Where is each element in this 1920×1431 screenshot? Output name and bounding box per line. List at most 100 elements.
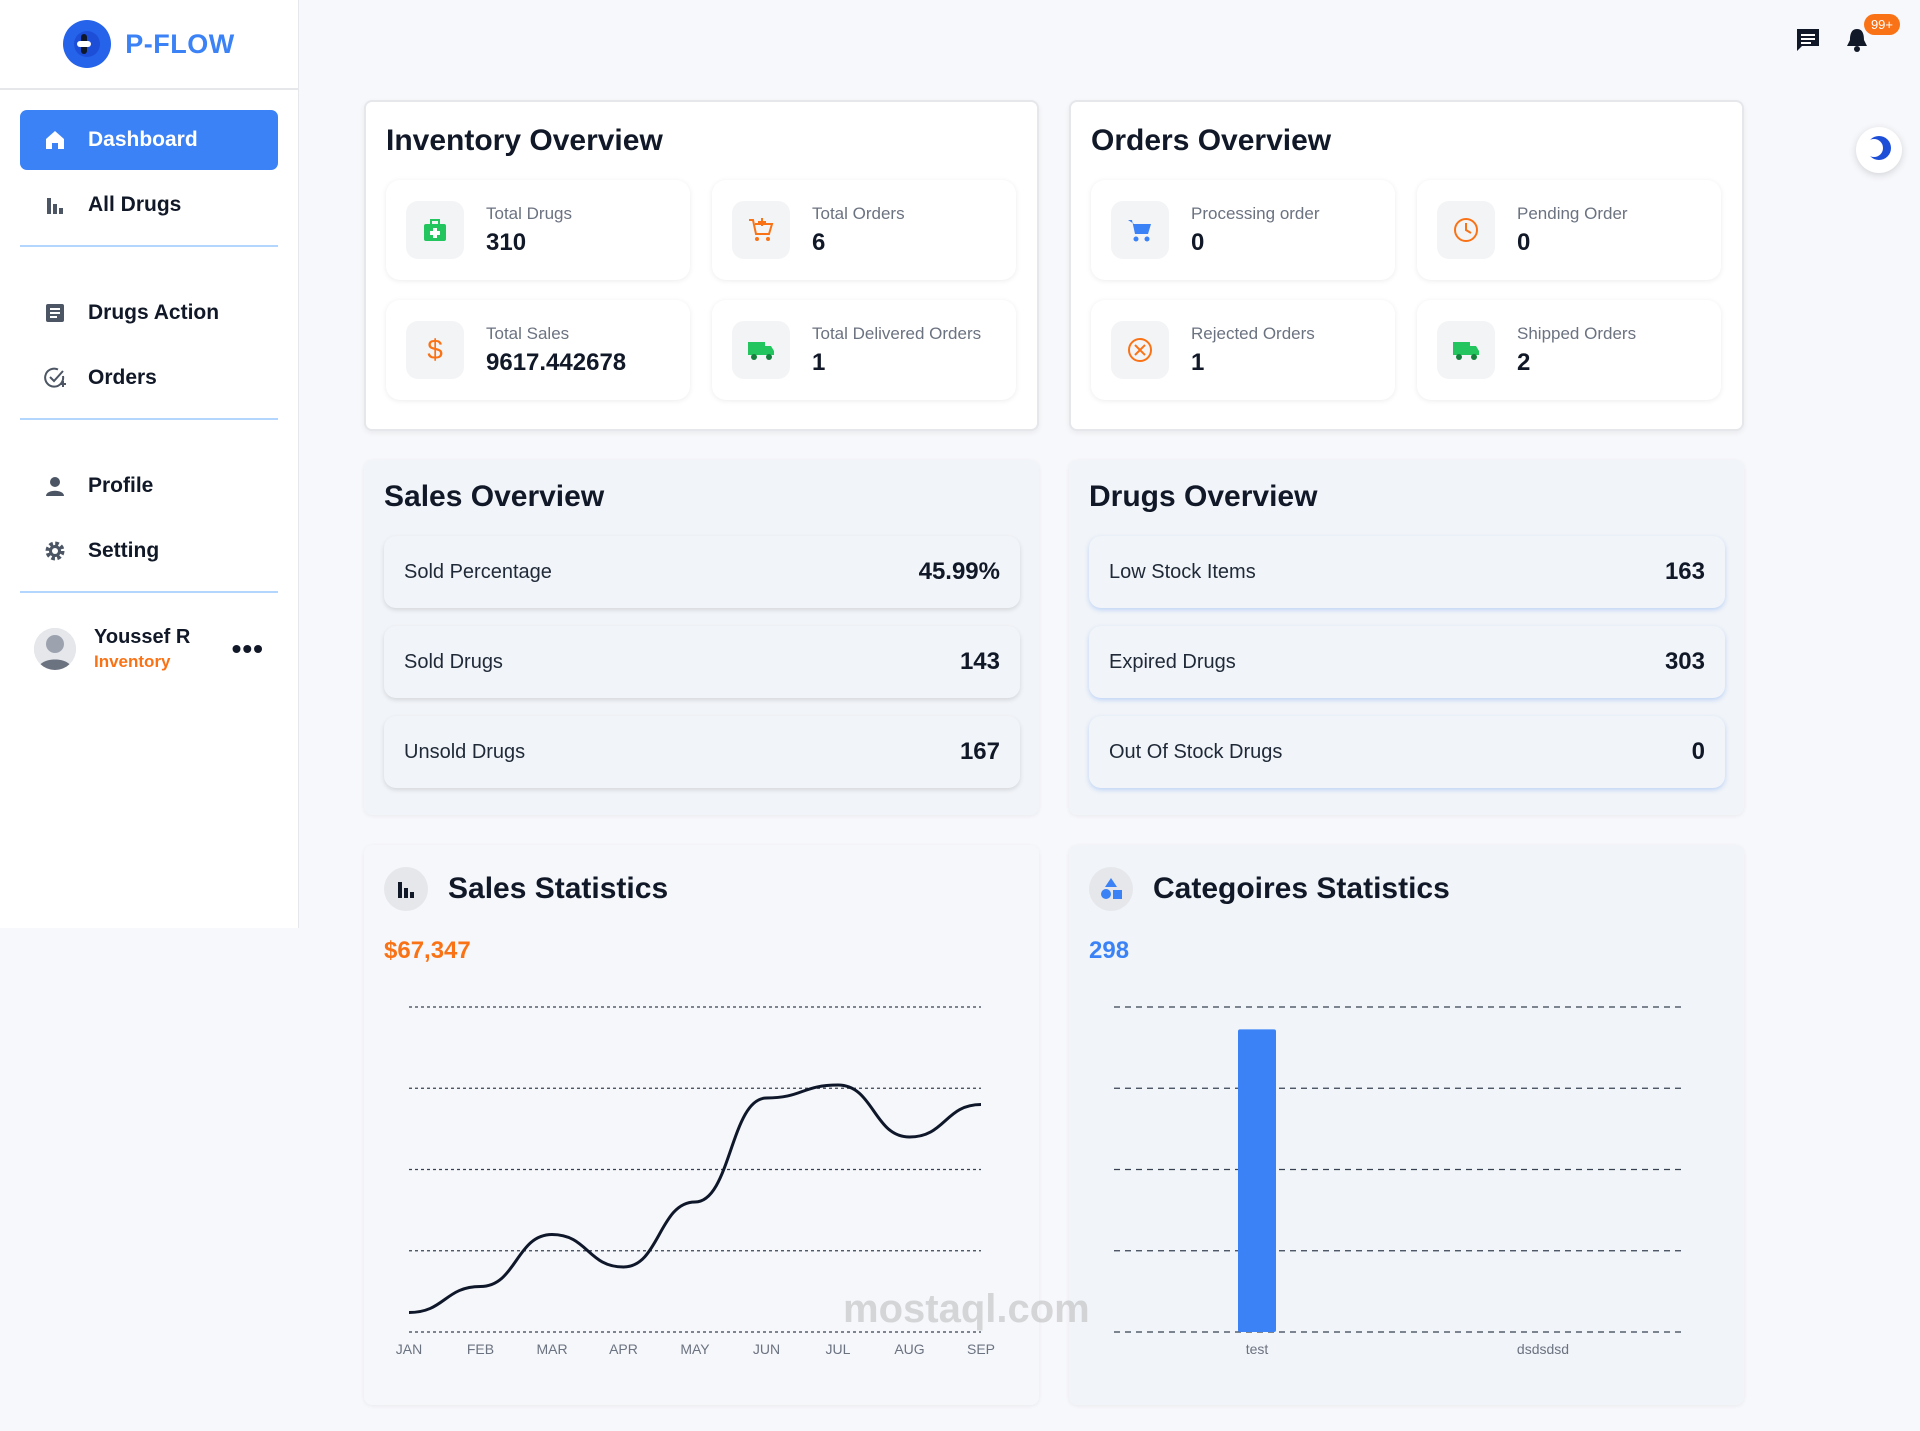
stat-value: 0 <box>1517 228 1531 256</box>
avatar <box>34 628 76 670</box>
row-label: Unsold Drugs <box>404 740 526 763</box>
stat-label: Total Sales <box>486 323 570 343</box>
x-tick-label: JUN <box>753 1341 780 1357</box>
notification-button[interactable]: 99+ <box>1844 14 1900 59</box>
drugs-row: Out Of Stock Drugs 0 <box>1089 716 1725 788</box>
drugs-row: Expired Drugs 303 <box>1089 626 1725 698</box>
categories-statistics-card: Categoires Statistics 298 test dsdsdsd <box>1069 845 1744 1405</box>
stat-shipped-orders[interactable]: Shipped Orders 2 <box>1417 300 1721 400</box>
theme-toggle[interactable] <box>1856 127 1902 173</box>
categories-statistics-title: Categoires Statistics <box>1153 872 1450 905</box>
check-circle-icon <box>42 365 68 391</box>
shapes-icon <box>1089 867 1133 911</box>
x-tick-label: AUG <box>894 1341 924 1357</box>
row-label: Out Of Stock Drugs <box>1109 740 1283 763</box>
sidebar-divider <box>20 245 278 247</box>
chat-icon[interactable] <box>1794 26 1822 59</box>
user-name: Youssef R <box>94 626 191 648</box>
sales-statistics-card: Sales Statistics $67,347 JAN FEB MAR APR MAY… <box>364 845 1039 1405</box>
stat-total-orders[interactable]: Total Orders 6 <box>712 180 1016 280</box>
bell-icon <box>1844 29 1870 58</box>
moon-icon <box>1865 134 1893 167</box>
row-value: 163 <box>1664 558 1705 585</box>
orders-overview-title: Orders Overview <box>1091 124 1332 157</box>
row-label: Low Stock Items <box>1109 560 1256 583</box>
stat-value: 2 <box>1517 348 1531 376</box>
sidebar-item-label: Profile <box>88 474 154 497</box>
sidebar-item-label: All Drugs <box>88 193 182 216</box>
row-value: 0 <box>1691 738 1705 765</box>
stat-value: 9617.442678 <box>486 348 627 376</box>
stat-rejected-orders[interactable]: Rejected Orders 1 <box>1091 300 1395 400</box>
stat-total-sales[interactable]: $ Total Sales 9617.442678 <box>386 300 690 400</box>
sidebar-item-label: Setting <box>88 539 160 562</box>
bar-chart-icon <box>42 192 68 218</box>
sales-total: $67,347 <box>384 937 471 964</box>
stat-pending-order[interactable]: Pending Order 0 <box>1417 180 1721 280</box>
brand[interactable]: P-FLOW <box>0 0 298 90</box>
medkit-icon <box>406 201 464 259</box>
cart-add-icon <box>732 201 790 259</box>
clock-icon <box>1437 201 1495 259</box>
brand-name: P-FLOW <box>125 28 235 59</box>
drugs-overview-card: Drugs Overview Low Stock Items 163 Expire… <box>1069 460 1744 815</box>
row-value: 167 <box>959 738 1000 765</box>
x-tick-label: APR <box>609 1341 638 1357</box>
stat-total-delivered[interactable]: Total Delivered Orders 1 <box>712 300 1016 400</box>
x-tick-label: JUL <box>826 1341 851 1357</box>
sales-overview-title: Sales Overview <box>384 480 605 513</box>
sidebar-item-label: Dashboard <box>88 128 198 151</box>
sidebar-item-profile[interactable]: Profile <box>20 456 278 516</box>
row-value: 143 <box>959 648 1000 675</box>
stat-label: Shipped Orders <box>1517 323 1637 343</box>
row-label: Expired Drugs <box>1109 650 1236 673</box>
inventory-overview-title: Inventory Overview <box>386 124 663 157</box>
row-value: 45.99% <box>918 558 1000 585</box>
truck-icon <box>1437 321 1495 379</box>
sidebar-item-dashboard[interactable]: Dashboard <box>20 110 278 170</box>
sidebar-item-setting[interactable]: Setting <box>20 521 278 581</box>
more-options-icon[interactable]: ••• <box>231 633 264 664</box>
user-card[interactable]: Youssef R Inventory ••• <box>0 619 298 679</box>
stat-processing-order[interactable]: Processing order 0 <box>1091 180 1395 280</box>
drugs-overview-title: Drugs Overview <box>1089 480 1318 513</box>
stat-total-drugs[interactable]: Total Drugs 310 <box>386 180 690 280</box>
top-bar-actions: 99+ <box>1794 14 1900 59</box>
x-tick-label: test <box>1246 1341 1269 1357</box>
orders-overview-card: Orders Overview Processing order 0 Pendin… <box>1069 100 1744 431</box>
sidebar-item-all-drugs[interactable]: All Drugs <box>20 175 278 235</box>
bar <box>1238 1029 1276 1332</box>
sales-statistics-title: Sales Statistics <box>448 872 669 905</box>
watermark: mostaql.com <box>843 1287 1090 1331</box>
stat-label: Total Delivered Orders <box>812 323 982 343</box>
categories-total: 298 <box>1089 937 1130 964</box>
sidebar-item-drugs-action[interactable]: Drugs Action <box>20 283 278 343</box>
truck-icon <box>732 321 790 379</box>
sidebar-item-orders[interactable]: Orders <box>20 348 278 408</box>
sales-row: Unsold Drugs 167 <box>384 716 1020 788</box>
row-value: 303 <box>1664 648 1705 675</box>
cancel-circle-icon <box>1111 321 1169 379</box>
user-role: Inventory <box>94 652 171 671</box>
x-tick-label: dsdsdsd <box>1517 1341 1569 1357</box>
row-label: Sold Percentage <box>404 560 552 583</box>
x-tick-label: MAR <box>536 1341 567 1357</box>
sidebar-divider <box>20 418 278 420</box>
document-icon <box>42 300 68 326</box>
brand-logo-icon <box>63 20 112 68</box>
sales-row: Sold Drugs 143 <box>384 626 1020 698</box>
inventory-overview-card: Inventory Overview Total Drugs 310 Total … <box>364 100 1039 431</box>
row-label: Sold Drugs <box>404 650 503 673</box>
drugs-row: Low Stock Items 163 <box>1089 536 1725 608</box>
sidebar-item-label: Drugs Action <box>88 301 220 324</box>
x-tick-label: SEP <box>967 1341 995 1357</box>
sidebar-item-label: Orders <box>88 366 157 389</box>
categories-bar-chart: test dsdsdsd <box>1114 1006 1686 1357</box>
x-tick-label: JAN <box>396 1341 422 1357</box>
gear-icon <box>42 538 68 564</box>
x-tick-label: MAY <box>680 1341 710 1357</box>
sales-line-chart: JAN FEB MAR APR MAY JUN JUL AUG SEP <box>396 1006 995 1357</box>
sidebar: P-FLOW Dashboard All Drugs Drugs Action … <box>0 0 299 928</box>
x-tick-label: FEB <box>467 1341 494 1357</box>
